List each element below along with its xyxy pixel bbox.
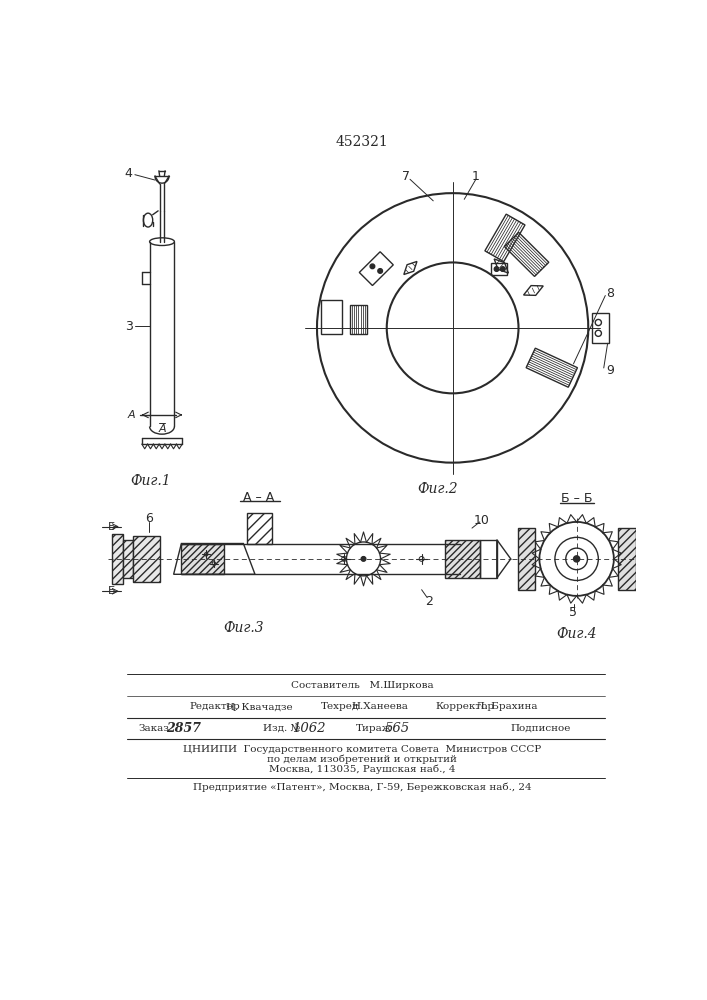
Text: 8: 8 (606, 287, 614, 300)
Text: Подписное: Подписное (510, 724, 571, 733)
Text: Н. Квачадзе: Н. Квачадзе (226, 702, 293, 711)
Text: Корректор: Корректор (436, 702, 495, 711)
Circle shape (378, 269, 382, 273)
Text: Редактор: Редактор (189, 702, 240, 711)
Circle shape (494, 267, 499, 271)
Text: 4: 4 (124, 167, 133, 180)
Text: Москва, 113035, Раушская наб., 4: Москва, 113035, Раушская наб., 4 (269, 764, 455, 774)
Text: А – А: А – А (243, 491, 274, 504)
Text: 1062: 1062 (292, 722, 326, 735)
Bar (619, 528, 636, 590)
Text: 2: 2 (426, 595, 433, 608)
Text: Заказ: Заказ (139, 724, 170, 733)
Text: A: A (158, 424, 166, 434)
Text: 452321: 452321 (336, 135, 388, 149)
Bar (491, 263, 507, 275)
Bar (123, 540, 132, 578)
Text: A: A (128, 410, 136, 420)
Text: по делам изобретений и открытий: по делам изобретений и открытий (267, 754, 457, 764)
Text: 2857: 2857 (166, 722, 201, 735)
Bar (247, 513, 272, 544)
Text: Предприятие «Патент», Москва, Г-59, Бережковская наб., 24: Предприятие «Патент», Москва, Г-59, Бере… (192, 783, 531, 792)
Text: Фиг.3: Фиг.3 (223, 620, 264, 635)
Bar (182, 544, 224, 574)
Circle shape (501, 267, 505, 271)
Bar (112, 534, 123, 584)
Text: ЦНИИПИ  Государственного комитета Совета  Министров СССР: ЦНИИПИ Государственного комитета Совета … (183, 745, 541, 754)
Text: Н.Ханеева: Н.Ханеева (352, 702, 409, 711)
Circle shape (361, 557, 366, 561)
Text: 5: 5 (568, 606, 577, 619)
Text: Фиг.2: Фиг.2 (417, 482, 457, 496)
Bar (320, 300, 342, 334)
Bar (592, 312, 609, 343)
Bar (445, 540, 480, 578)
Text: Фиг.4: Фиг.4 (556, 627, 597, 641)
Text: Составитель   М.Ширкова: Составитель М.Ширкова (291, 681, 433, 690)
Text: Б – Б: Б – Б (561, 492, 592, 505)
Text: Б: Б (107, 522, 115, 532)
Text: 3: 3 (124, 320, 133, 333)
Text: Тираж: Тираж (356, 724, 392, 733)
Text: 1: 1 (472, 170, 480, 183)
Text: 565: 565 (385, 722, 409, 735)
Text: Л. Брахина: Л. Брахина (476, 702, 537, 711)
Bar (518, 528, 534, 590)
Text: 9: 9 (606, 364, 614, 377)
Text: 10: 10 (474, 514, 490, 527)
Text: Б: Б (107, 586, 115, 596)
Circle shape (370, 264, 375, 269)
Text: Фиг.1: Фиг.1 (130, 474, 170, 488)
Bar (132, 536, 160, 582)
Text: 6: 6 (145, 512, 153, 525)
Circle shape (573, 556, 580, 562)
Bar (480, 540, 497, 578)
Text: Изд. №: Изд. № (263, 724, 300, 733)
Text: 7: 7 (402, 170, 410, 183)
Text: Техред: Техред (321, 702, 359, 711)
